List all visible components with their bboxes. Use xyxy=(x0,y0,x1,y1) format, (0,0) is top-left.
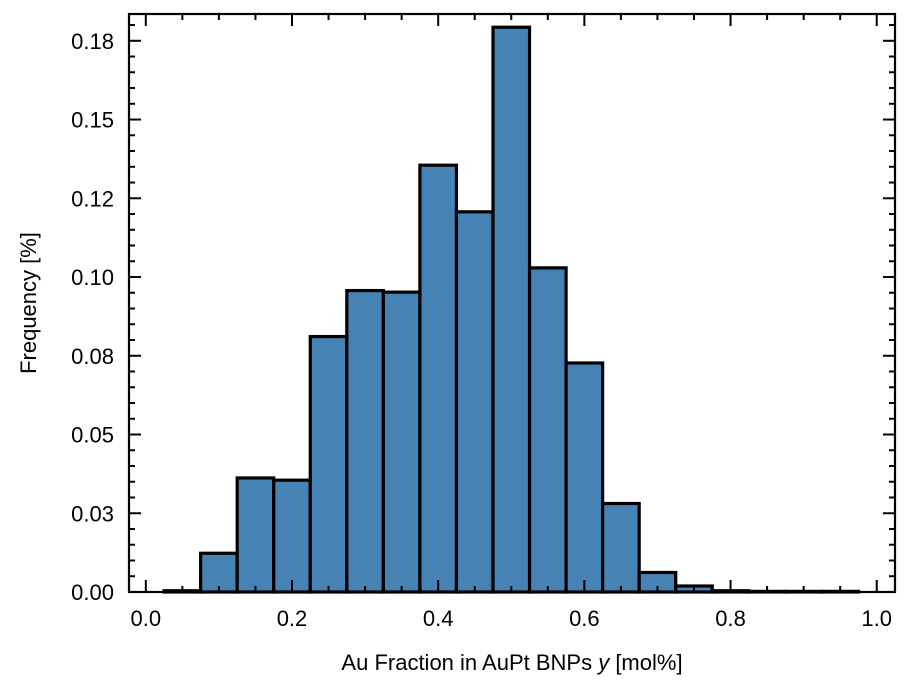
histogram-bar-6 xyxy=(381,290,422,594)
y-tick-label: 0.10 xyxy=(71,265,114,290)
histogram-bar-8 xyxy=(454,210,495,594)
y-tick-label: 0.00 xyxy=(71,580,114,605)
histogram-bar-5 xyxy=(345,288,385,594)
tick-labels-group: 0.0 0.2 0.4 0.6 0.8 1.0 0.00 0.03 0.05 0.08 0.10 0.… xyxy=(71,29,892,631)
histogram-bar-11 xyxy=(564,361,605,594)
x-axis-label: Au Fraction in AuPt BNPs y [mol%] xyxy=(341,650,682,675)
histogram-bar-12 xyxy=(601,501,641,594)
x-tick-label: 0.2 xyxy=(277,606,308,631)
bars-group xyxy=(162,25,861,594)
x-tick-label: 1.0 xyxy=(861,606,892,631)
histogram-bar-10 xyxy=(527,266,568,594)
plot-frame xyxy=(127,12,897,594)
y-tick-label: 0.05 xyxy=(71,423,114,448)
histogram-bar-9 xyxy=(491,25,532,594)
x-tick-label: 0.4 xyxy=(423,606,454,631)
x-tick-label: 0.6 xyxy=(569,606,600,631)
x-tick-label: 0.0 xyxy=(131,606,162,631)
histogram-bar-4 xyxy=(308,334,349,594)
y-axis-label: Frequency [%] xyxy=(16,232,41,374)
x-axis-label-suffix: [mol%] xyxy=(609,650,682,675)
histogram-bar-7 xyxy=(418,163,459,594)
y-tick-label: 0.03 xyxy=(71,501,114,526)
y-tick-label: 0.15 xyxy=(71,108,114,133)
x-axis-label-variable: y xyxy=(596,650,611,675)
y-tick-label: 0.12 xyxy=(71,186,114,211)
y-tick-label: 0.18 xyxy=(71,29,114,54)
x-tick-label: 0.8 xyxy=(715,606,746,631)
histogram-bar-2 xyxy=(235,476,276,594)
y-tick-label: 0.08 xyxy=(71,344,114,369)
x-axis-label-prefix: Au Fraction in AuPt BNPs xyxy=(341,650,598,675)
histogram-bar-3 xyxy=(272,478,312,594)
